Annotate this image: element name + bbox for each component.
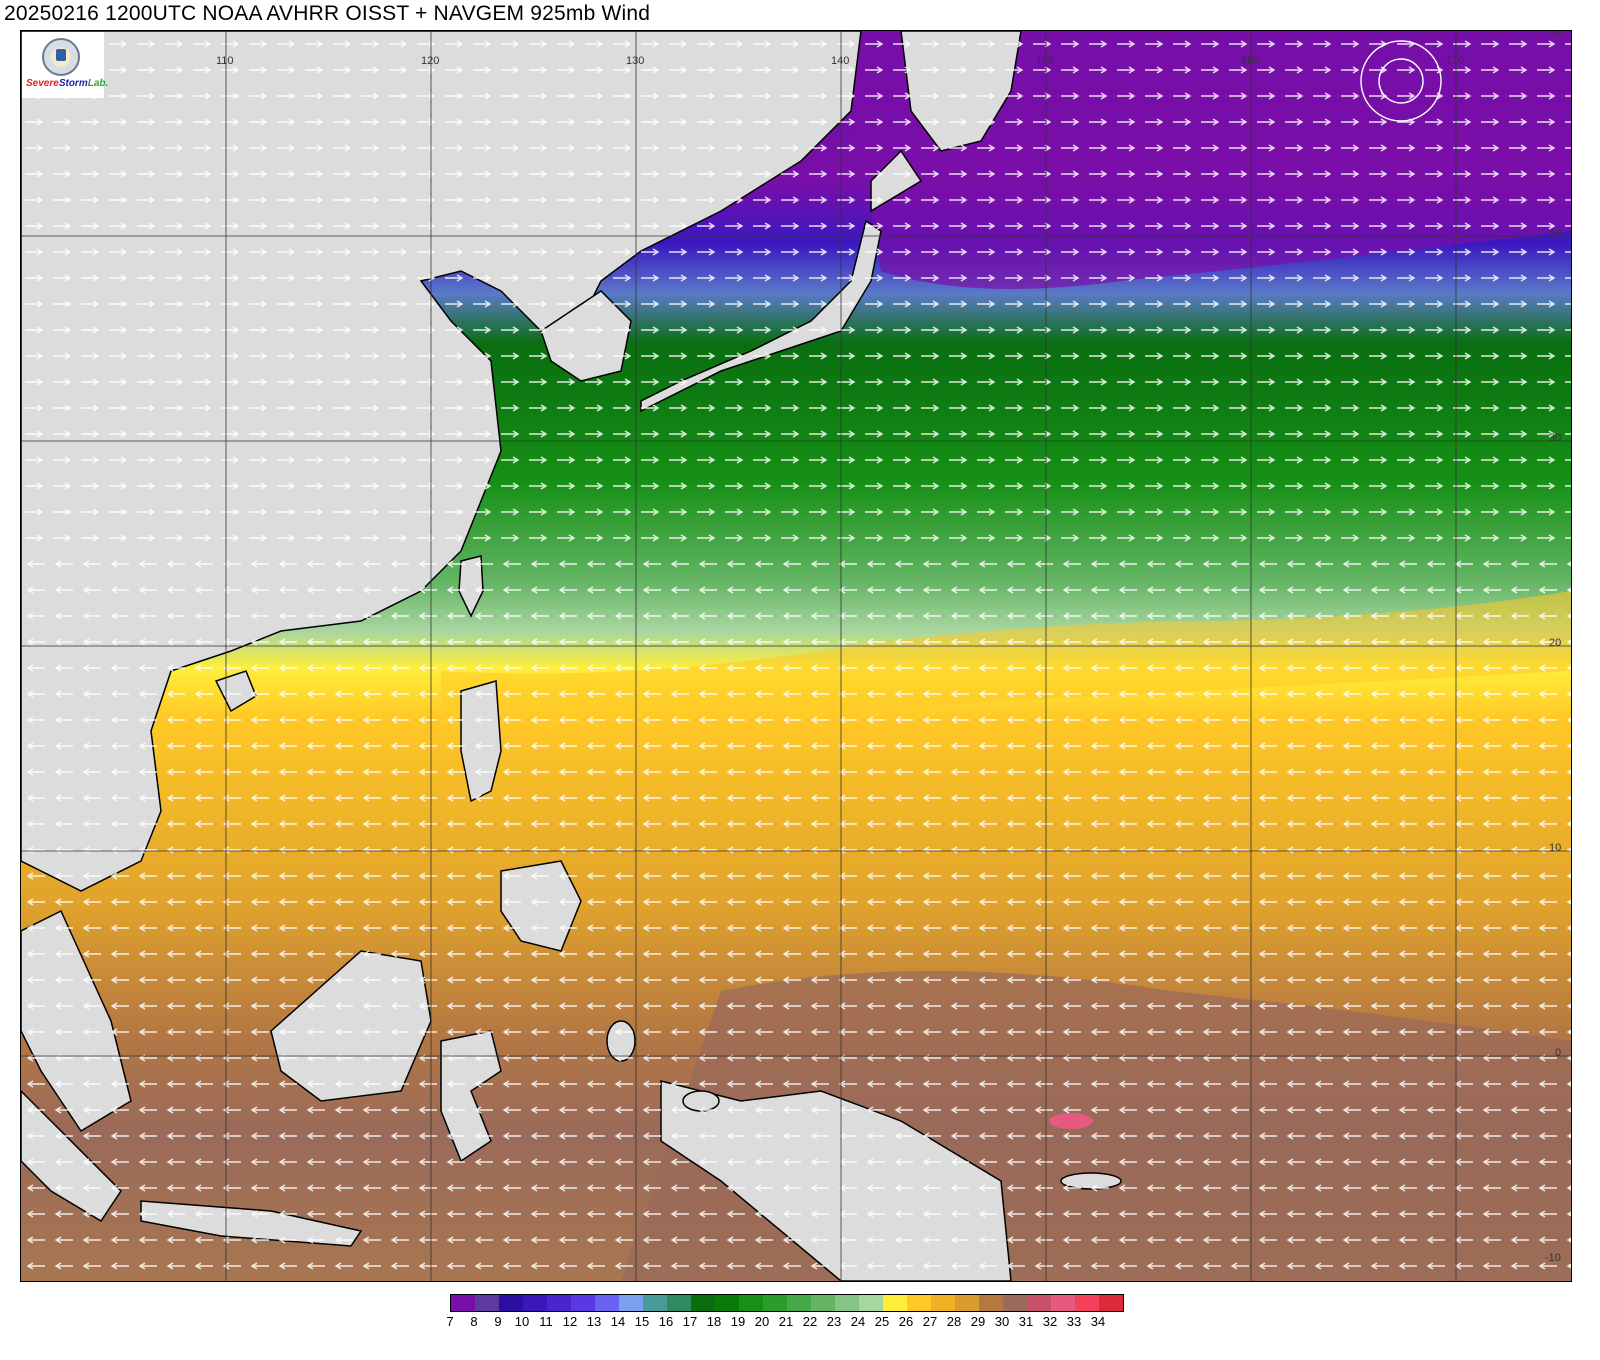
sst-wind-map: 110 120 130 140 150 160 170 50 40 30 20 … [20, 30, 1572, 1282]
colorbar-box [763, 1295, 787, 1311]
colorbar-label: 12 [562, 1314, 578, 1329]
colorbar-box [979, 1295, 1003, 1311]
cyclone-swirl [1378, 58, 1424, 104]
longitude-label: 150 [1036, 55, 1055, 67]
colorbar-box [643, 1295, 667, 1311]
colorbar-box [451, 1295, 475, 1311]
latitude-label: 40 [1549, 227, 1562, 239]
longitude-label: 170 [1446, 55, 1465, 67]
colorbar-label: 20 [754, 1314, 770, 1329]
colorbar-label: 16 [658, 1314, 674, 1329]
colorbar-label: 25 [874, 1314, 890, 1329]
colorbar-label: 21 [778, 1314, 794, 1329]
latitude-label: 50 [1549, 30, 1562, 39]
latitude-label: 30 [1549, 432, 1562, 444]
cyclone-swirl [1360, 40, 1442, 122]
colorbar-box [523, 1295, 547, 1311]
latitude-label: 0 [1555, 1047, 1562, 1059]
colorbar-label: 7 [446, 1314, 454, 1329]
colorbar-box [883, 1295, 907, 1311]
colorbar-box [691, 1295, 715, 1311]
colorbar-labels: 7 8 9 10 11 12 13 14 15 16 17 18 19 20 21 22 23 24 25 26 27 2… [446, 1314, 1120, 1330]
colorbar-label: 30 [994, 1314, 1010, 1329]
colorbar-label: 33 [1066, 1314, 1082, 1329]
wind-arrows-east [21, 31, 1571, 551]
colorbar-box [475, 1295, 499, 1311]
latitude-label: 20 [1549, 637, 1562, 649]
longitude-label: 130 [626, 55, 645, 67]
colorbar-box [931, 1295, 955, 1311]
colorbar-label: 26 [898, 1314, 914, 1329]
colorbar-label: 14 [610, 1314, 626, 1329]
logo-text: SevereStormLab. [26, 78, 109, 89]
colorbar-box [715, 1295, 739, 1311]
colorbar-box [811, 1295, 835, 1311]
colorbar-label: 15 [634, 1314, 650, 1329]
colorbar-box [1075, 1295, 1099, 1311]
longitude-label: 140 [831, 55, 850, 67]
longitude-label: 160 [1241, 55, 1260, 67]
graticule [21, 31, 1571, 1281]
colorbar-label: 13 [586, 1314, 602, 1329]
lab-logo: SevereStormLab. [22, 32, 108, 98]
colorbar-box [619, 1295, 643, 1311]
colorbar [450, 1294, 1124, 1312]
colorbar-label: 17 [682, 1314, 698, 1329]
colorbar-label: 8 [470, 1314, 478, 1329]
colorbar-label: 11 [539, 1314, 553, 1329]
colorbar-box [595, 1295, 619, 1311]
colorbar-box [571, 1295, 595, 1311]
map-title: 20250216 1200UTC NOAA AVHRR OISST + NAVG… [4, 2, 651, 25]
colorbar-label: 19 [730, 1314, 746, 1329]
colorbar-label: 31 [1018, 1314, 1034, 1329]
colorbar-label: 10 [514, 1314, 530, 1329]
colorbar-box [739, 1295, 763, 1311]
colorbar-box [787, 1295, 811, 1311]
latitude-label: -10 [1545, 1252, 1561, 1264]
colorbar-box [955, 1295, 979, 1311]
colorbar-label: 23 [826, 1314, 842, 1329]
longitude-label: 110 [216, 55, 234, 67]
seal-icon [42, 38, 80, 76]
colorbar-box [547, 1295, 571, 1311]
colorbar-label: 29 [970, 1314, 986, 1329]
colorbar-box [667, 1295, 691, 1311]
longitude-label: 120 [421, 55, 440, 67]
colorbar-label: 18 [706, 1314, 722, 1329]
colorbar-label: 24 [850, 1314, 866, 1329]
latitude-label: 10 [1549, 842, 1562, 854]
colorbar-label: 34 [1090, 1314, 1106, 1329]
colorbar-box [835, 1295, 859, 1311]
colorbar-box [499, 1295, 523, 1311]
colorbar-label: 22 [802, 1314, 818, 1329]
colorbar-box [1099, 1295, 1123, 1311]
colorbar-label: 27 [922, 1314, 938, 1329]
colorbar-box [1027, 1295, 1051, 1311]
colorbar-box [1051, 1295, 1075, 1311]
wind-arrows-west [21, 551, 1571, 1281]
colorbar-box [907, 1295, 931, 1311]
colorbar-box [859, 1295, 883, 1311]
colorbar-label: 9 [494, 1314, 502, 1329]
colorbar-label: 28 [946, 1314, 962, 1329]
colorbar-box [1003, 1295, 1027, 1311]
map-canvas [21, 31, 1571, 1281]
colorbar-label: 32 [1042, 1314, 1058, 1329]
